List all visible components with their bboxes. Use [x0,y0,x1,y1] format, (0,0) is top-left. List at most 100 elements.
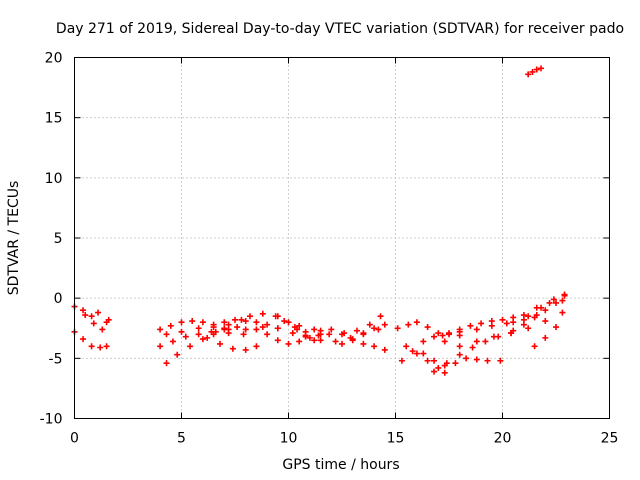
data-point [488,318,495,325]
data-point [285,319,292,326]
data-point [529,68,536,75]
series-arc-3 [82,312,112,333]
data-point [217,340,224,347]
data-point [503,320,510,327]
data-point [525,313,532,320]
y-tick-label: 5 [54,231,63,247]
data-point [546,299,553,306]
data-point [163,331,170,338]
data-point [366,321,373,328]
data-point [311,326,318,333]
data-point [435,330,442,337]
data-point [510,327,517,334]
series-arc-2 [71,328,110,351]
data-point [97,344,104,351]
data-point [311,337,318,344]
data-point [169,338,176,345]
data-point [264,321,271,328]
data-point [246,313,253,320]
data-points [71,65,568,376]
data-point [174,351,181,358]
data-point [499,316,506,323]
series-arc-20 [403,343,448,376]
data-point [559,309,566,316]
x-tick-label: 10 [280,431,298,447]
y-tick-label: 10 [45,171,63,187]
data-point [441,338,448,345]
series-arc-25 [446,314,517,337]
series-arc-6 [163,316,245,367]
data-point [259,310,266,317]
data-point [371,343,378,350]
data-point [294,326,301,333]
data-point [163,360,170,367]
data-point [375,326,382,333]
data-point [95,309,102,316]
data-point [542,334,549,341]
data-point [339,340,345,347]
data-point [199,336,206,343]
data-point [490,333,497,340]
data-point [103,343,110,350]
data-point [542,318,549,325]
data-point [306,334,313,341]
data-point [238,316,245,323]
data-point [105,316,112,323]
series-arc-10 [210,324,296,338]
series-arc-4 [157,318,228,333]
data-point [253,319,260,326]
data-point [531,314,538,321]
data-point [446,330,452,337]
data-point [199,319,206,326]
data-point [274,337,281,344]
data-point [473,326,480,333]
y-tick-label: -10 [40,412,63,428]
data-point [538,304,545,311]
data-point [195,325,202,332]
series-arc-8 [204,334,260,353]
data-point [99,326,106,333]
data-point [420,350,427,357]
data-point [542,307,549,314]
data-point [497,357,504,364]
data-point [533,66,540,73]
data-point [413,319,420,326]
data-point [157,343,164,350]
data-point [510,319,517,326]
series-arc-22 [431,330,515,375]
data-point [88,313,95,320]
data-point [234,324,241,331]
grid [74,57,610,419]
data-point [420,338,427,345]
x-tick-label: 0 [70,431,79,447]
series-arc-29 [531,309,566,350]
data-point [403,343,410,350]
data-point [473,356,480,363]
data-point [88,343,95,350]
data-point [339,331,345,338]
data-point [178,328,185,335]
data-point [274,313,281,320]
series-arc-12 [253,326,324,347]
data-point [253,326,260,333]
series-arc-13 [274,313,318,344]
data-point [553,324,559,331]
data-point [317,327,324,334]
data-point [326,331,333,338]
data-point [221,319,228,326]
data-point [424,357,431,364]
series-arc-1 [71,303,110,326]
data-point [435,364,442,371]
series-arc-18 [394,319,463,338]
data-point [281,318,288,325]
data-point [456,343,463,350]
data-point [210,324,217,331]
data-point [456,326,463,333]
chart-title: Day 271 of 2019, Sidereal Day-to-day VTE… [56,21,624,37]
data-point [178,319,185,326]
data-point [431,368,438,375]
data-point [259,324,266,331]
data-point [473,338,480,345]
data-point [317,337,324,344]
data-point [353,327,360,334]
